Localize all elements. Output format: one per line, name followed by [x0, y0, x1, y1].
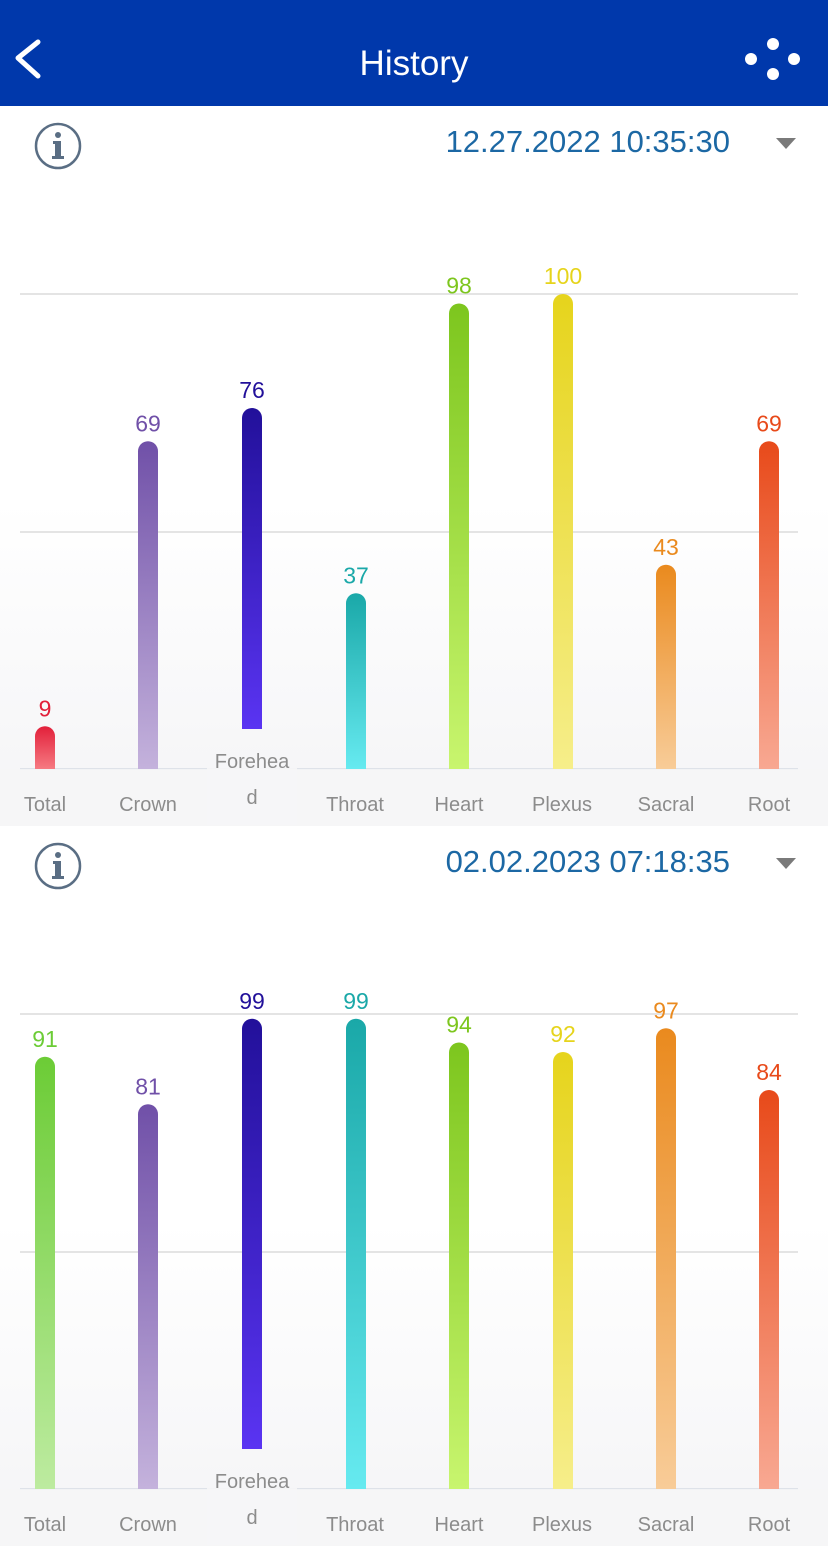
bar-value-label: 92	[550, 1021, 576, 1047]
bar-throat	[346, 1018, 366, 1489]
bar-value-label: 9	[39, 695, 52, 721]
bar-value-label: 98	[446, 273, 472, 299]
bar-forehead	[242, 408, 262, 729]
date-dropdown[interactable]: 02.02.2023 07:18:35	[420, 834, 812, 894]
bar-plexus	[553, 1052, 573, 1489]
bar-heart	[449, 1042, 469, 1489]
date-value: 02.02.2023 07:18:35	[445, 844, 730, 879]
bar-value-label: 81	[135, 1073, 161, 1099]
bar-value-label: 76	[239, 377, 265, 403]
info-button[interactable]	[34, 122, 82, 170]
bar-throat	[346, 593, 366, 769]
x-label-heart: Heart	[434, 1514, 484, 1536]
bar-plexus	[553, 294, 573, 769]
bar-crown	[138, 1104, 158, 1489]
history-entry-panel: 12.27.2022 10:35:30 9 69 76 37 98 100 43 69 Tot…	[0, 106, 828, 826]
x-label-sacral: Sacral	[637, 794, 695, 816]
share-button[interactable]	[738, 30, 808, 86]
chakra-bar-chart: 9 69 76 37 98 100 43 69	[20, 263, 798, 770]
x-label-root: Root	[747, 794, 791, 816]
x-label-crown: Crown	[119, 1514, 177, 1536]
back-button[interactable]	[8, 30, 56, 86]
x-label-forehead-part: Forehea	[214, 1471, 290, 1493]
chakra-bar-chart: 91 81 99 99 94 92 97 84	[20, 988, 798, 1490]
bar-value-label: 84	[756, 1059, 782, 1085]
info-icon	[34, 122, 82, 170]
panel-header: 12.27.2022 10:35:30	[0, 106, 828, 182]
bar-root	[759, 1090, 779, 1489]
x-label-throat: Throat	[326, 1514, 384, 1536]
x-label-heart: Heart	[434, 794, 484, 816]
bar-total	[35, 1056, 55, 1489]
x-axis-labels: Total Crown Forehea d Throat Heart Plexus Sacra…	[0, 729, 828, 826]
bar-sacral	[656, 564, 676, 769]
caret-down-icon	[776, 138, 796, 149]
caret-down-icon	[776, 858, 796, 869]
bar-value-label: 37	[343, 562, 369, 588]
bar-value-label: 100	[544, 263, 582, 289]
x-label-throat: Throat	[326, 794, 384, 816]
x-label-forehead-part: d	[246, 1507, 258, 1529]
x-label-total: Total	[23, 794, 67, 816]
bar-value-label: 69	[756, 410, 782, 436]
bar-value-label: 91	[32, 1026, 58, 1052]
x-label-forehead: Forehea d	[207, 729, 297, 825]
bar-crown	[138, 441, 158, 769]
bar-value-label: 99	[343, 988, 369, 1014]
x-label-root: Root	[747, 1514, 791, 1536]
bar-root	[759, 441, 779, 769]
x-label-forehead-part: Forehea	[214, 751, 290, 773]
panel-header: 02.02.2023 07:18:35	[0, 826, 828, 902]
x-axis-background	[0, 769, 828, 826]
share-nodes-icon	[745, 38, 800, 80]
info-button[interactable]	[34, 842, 82, 890]
x-label-sacral: Sacral	[637, 1514, 695, 1536]
bar-value-label: 94	[446, 1012, 472, 1038]
x-axis-labels: Total Crown Forehea d Throat Heart Plexus Sacra…	[0, 1449, 828, 1546]
info-icon	[34, 842, 82, 890]
bar-value-label: 69	[135, 410, 161, 436]
x-label-crown: Crown	[119, 794, 177, 816]
x-label-plexus: Plexus	[531, 794, 593, 816]
bar-total	[35, 726, 55, 769]
date-value: 12.27.2022 10:35:30	[445, 124, 730, 159]
bar-value-label: 99	[239, 988, 265, 1014]
x-axis-background	[0, 1489, 828, 1546]
bar-value-label: 43	[653, 534, 679, 560]
history-entry-panel: 02.02.2023 07:18:35 91 81 99 99 94 92 97 84 Tot…	[0, 826, 828, 1546]
x-label-forehead: Forehea d	[207, 1449, 297, 1545]
bar-sacral	[656, 1028, 676, 1489]
x-label-total: Total	[23, 1514, 67, 1536]
chevron-left-icon	[15, 39, 41, 79]
bar-value-label: 97	[653, 997, 679, 1023]
bar-heart	[449, 303, 469, 769]
x-label-plexus: Plexus	[531, 1514, 593, 1536]
x-label-forehead-part: d	[246, 787, 258, 809]
date-dropdown[interactable]: 12.27.2022 10:35:30	[420, 114, 812, 174]
bar-forehead	[242, 1018, 262, 1449]
app-bar	[0, 0, 828, 106]
